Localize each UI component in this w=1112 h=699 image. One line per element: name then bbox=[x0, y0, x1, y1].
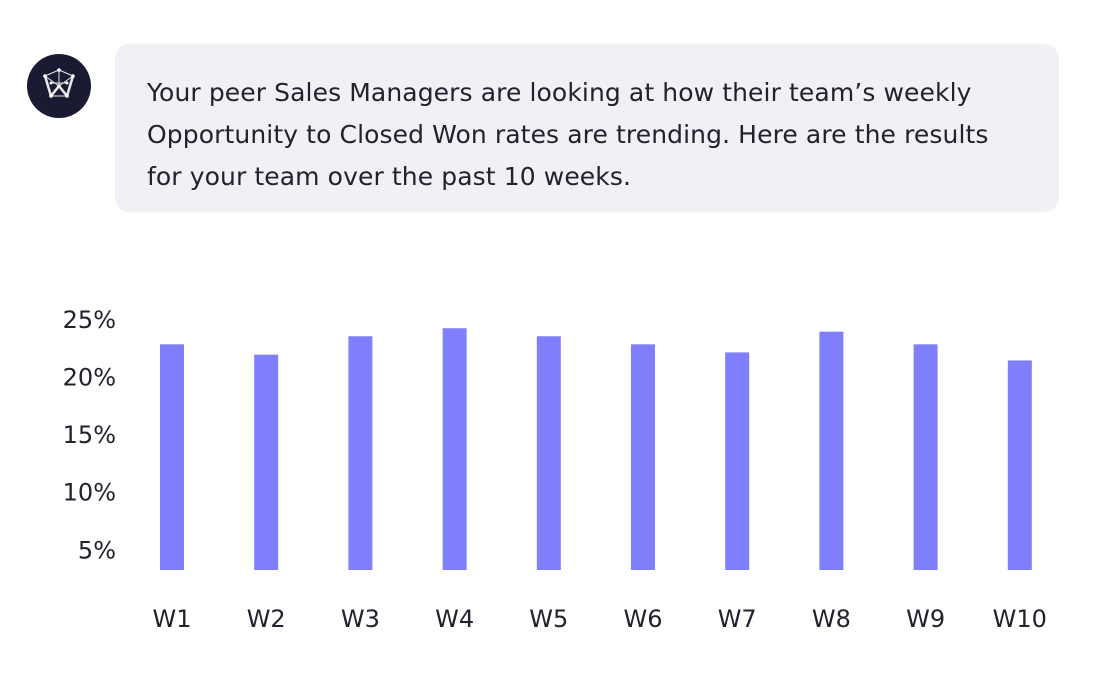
x-tick-label: W8 bbox=[812, 605, 851, 633]
bar-w5 bbox=[536, 336, 561, 570]
x-tick-label: W10 bbox=[993, 605, 1047, 633]
y-tick-label: 25% bbox=[63, 306, 116, 334]
network-logo-icon bbox=[43, 68, 75, 98]
bar-w1 bbox=[160, 344, 184, 570]
x-tick-label: W7 bbox=[718, 605, 757, 633]
y-tick-label: 5% bbox=[78, 536, 116, 564]
bar-w9 bbox=[913, 344, 938, 570]
bar-w3 bbox=[348, 336, 373, 570]
bar-w7 bbox=[725, 352, 750, 570]
message-text: Your peer Sales Managers are looking at … bbox=[147, 78, 989, 191]
x-tick-label: W6 bbox=[624, 605, 663, 633]
x-tick-label: W1 bbox=[153, 605, 192, 633]
x-tick-label: W4 bbox=[435, 605, 474, 633]
x-tick-label: W3 bbox=[341, 605, 380, 633]
y-tick-label: 10% bbox=[63, 479, 116, 507]
bar-w8 bbox=[819, 331, 844, 570]
x-tick-label: W9 bbox=[906, 605, 945, 633]
bar-w10 bbox=[1007, 360, 1032, 570]
bar-w2 bbox=[254, 354, 279, 570]
y-tick-label: 20% bbox=[63, 364, 116, 392]
weekly-win-rate-bar-chart: 5% 10% 15% 20% 25% W1 W2 W3 W4 W5 W6 W7 W8 W9 W10 bbox=[63, 306, 1047, 633]
x-tick-label: W2 bbox=[247, 605, 286, 633]
x-tick-label: W5 bbox=[529, 605, 568, 633]
bar-w4 bbox=[442, 328, 467, 570]
bar-w6 bbox=[631, 344, 655, 570]
y-tick-label: 15% bbox=[63, 421, 116, 449]
message-bubble: Your peer Sales Managers are looking at … bbox=[115, 44, 1059, 212]
assistant-avatar bbox=[27, 54, 91, 118]
